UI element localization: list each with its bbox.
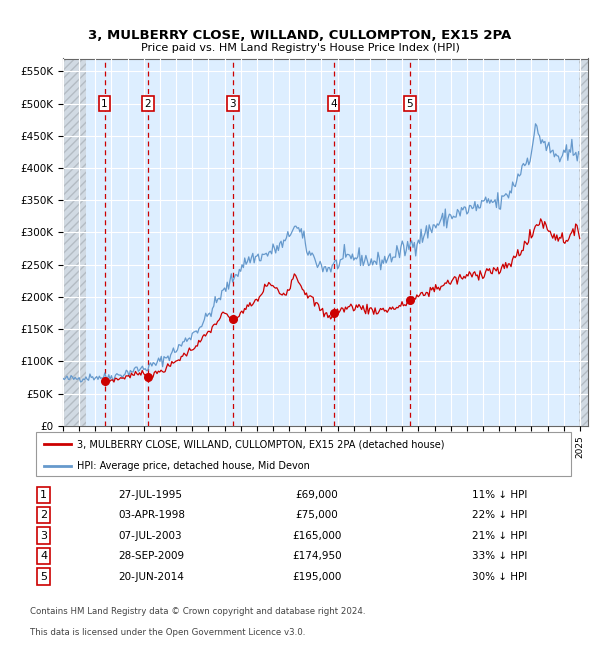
Text: £165,000: £165,000 — [292, 530, 342, 541]
Text: 30% ↓ HPI: 30% ↓ HPI — [472, 571, 527, 582]
Text: Price paid vs. HM Land Registry's House Price Index (HPI): Price paid vs. HM Land Registry's House … — [140, 43, 460, 53]
Text: 20-JUN-2014: 20-JUN-2014 — [118, 571, 184, 582]
Text: 2: 2 — [145, 99, 151, 109]
Text: £195,000: £195,000 — [292, 571, 342, 582]
Text: 5: 5 — [407, 99, 413, 109]
Text: £69,000: £69,000 — [296, 489, 338, 500]
Text: Contains HM Land Registry data © Crown copyright and database right 2024.: Contains HM Land Registry data © Crown c… — [30, 606, 365, 616]
Text: 1: 1 — [40, 489, 47, 500]
Text: 03-APR-1998: 03-APR-1998 — [118, 510, 185, 520]
Bar — [63, 58, 86, 426]
Text: This data is licensed under the Open Government Licence v3.0.: This data is licensed under the Open Gov… — [30, 628, 305, 637]
Text: 3: 3 — [40, 530, 47, 541]
Text: 22% ↓ HPI: 22% ↓ HPI — [472, 510, 527, 520]
Text: 3, MULBERRY CLOSE, WILLAND, CULLOMPTON, EX15 2PA: 3, MULBERRY CLOSE, WILLAND, CULLOMPTON, … — [88, 29, 512, 42]
Text: 33% ↓ HPI: 33% ↓ HPI — [472, 551, 527, 561]
FancyBboxPatch shape — [35, 432, 571, 476]
Text: 28-SEP-2009: 28-SEP-2009 — [118, 551, 184, 561]
Text: 4: 4 — [40, 551, 47, 561]
Text: 2: 2 — [40, 510, 47, 520]
Text: 1: 1 — [101, 99, 108, 109]
Text: HPI: Average price, detached house, Mid Devon: HPI: Average price, detached house, Mid … — [77, 461, 310, 471]
Text: 3: 3 — [230, 99, 236, 109]
Text: £75,000: £75,000 — [296, 510, 338, 520]
Text: 3, MULBERRY CLOSE, WILLAND, CULLOMPTON, EX15 2PA (detached house): 3, MULBERRY CLOSE, WILLAND, CULLOMPTON, … — [77, 439, 445, 449]
Text: 11% ↓ HPI: 11% ↓ HPI — [472, 489, 527, 500]
Bar — [578, 58, 588, 426]
Text: 27-JUL-1995: 27-JUL-1995 — [118, 489, 182, 500]
Text: 4: 4 — [330, 99, 337, 109]
Text: 5: 5 — [40, 571, 47, 582]
Text: 07-JUL-2003: 07-JUL-2003 — [118, 530, 182, 541]
Text: £174,950: £174,950 — [292, 551, 342, 561]
Text: 21% ↓ HPI: 21% ↓ HPI — [472, 530, 527, 541]
